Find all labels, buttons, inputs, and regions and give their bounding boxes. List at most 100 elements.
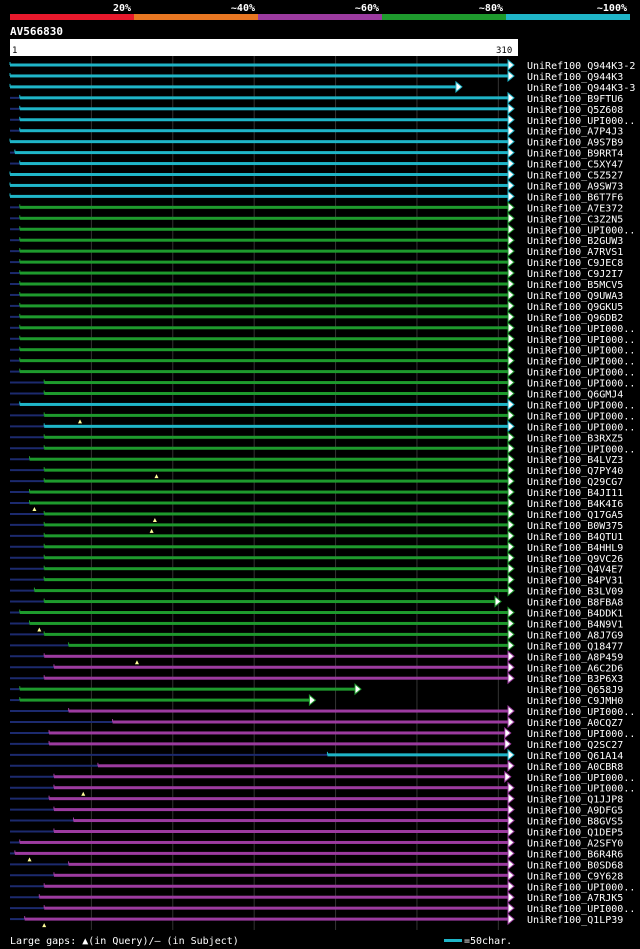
hit-bar xyxy=(68,709,510,713)
hit-label: UniRef100_Q944K3-2 xyxy=(527,61,635,72)
hit-label: UniRef100_B6R4R6 xyxy=(527,849,623,860)
hit-label: UniRef100_Q1DEP5 xyxy=(527,828,623,839)
hit-row: UniRef100_B4K4I6 xyxy=(10,496,623,511)
hit-bar xyxy=(44,512,509,516)
hit-arrow xyxy=(504,726,512,740)
hit-bar xyxy=(19,370,509,374)
hit-row: UniRef100_Q17GA5 xyxy=(10,507,623,522)
hit-bar xyxy=(53,775,506,779)
hit-arrow xyxy=(507,880,515,893)
hit-bar xyxy=(44,523,509,527)
hit-label: UniRef100_A7E372 xyxy=(527,203,623,214)
hit-row: UniRef100_UPI000.. xyxy=(10,902,635,915)
hit-arrow xyxy=(507,650,515,663)
hit-row: UniRef100_A7RVS1 xyxy=(10,245,623,258)
legend-tick-label: ~100% xyxy=(597,3,627,14)
hit-arrow xyxy=(507,91,515,104)
query-name: AV566830 xyxy=(10,25,63,38)
hit-label: UniRef100_B0SD68 xyxy=(527,860,623,871)
hit-bar xyxy=(10,63,509,67)
query-gap-marker xyxy=(154,474,159,479)
query-gap-marker xyxy=(77,419,82,424)
hit-label: UniRef100_Q4V4E7 xyxy=(527,565,623,576)
hit-row: UniRef100_B2GUW3 xyxy=(10,234,623,247)
hit-bar xyxy=(19,359,509,363)
hit-bar xyxy=(19,293,509,297)
hit-bar xyxy=(10,85,457,89)
hit-bar xyxy=(112,720,509,724)
hit-arrow xyxy=(507,409,515,422)
hit-bar xyxy=(44,906,509,910)
hit-bar xyxy=(97,764,509,768)
hit-label: UniRef100_UPI000.. xyxy=(527,707,635,718)
hit-arrow xyxy=(507,814,515,827)
hit-label: UniRef100_B3P6X3 xyxy=(527,674,623,685)
hit-arrow xyxy=(507,442,515,455)
hit-bar xyxy=(10,194,509,198)
hit-label: UniRef100_Q9VC26 xyxy=(527,554,623,565)
hit-row: UniRef100_B3LV09 xyxy=(10,584,623,598)
hit-row: UniRef100_C5Z527 xyxy=(9,168,623,182)
hit-arrow xyxy=(507,58,515,72)
hit-bar xyxy=(44,654,509,658)
hit-label: UniRef100_A9S7B9 xyxy=(527,138,623,149)
hit-row: UniRef100_UPI000.. xyxy=(10,365,635,379)
hit-row: UniRef100_UPI000.. xyxy=(10,376,635,390)
hit-bar xyxy=(44,578,509,582)
hit-arrow xyxy=(507,540,515,553)
hit-row: UniRef100_A6C2D6 xyxy=(10,661,623,674)
hit-bar xyxy=(19,129,509,133)
hit-row: UniRef100_B5MCV5 xyxy=(10,277,623,291)
hit-row: UniRef100_A0CQZ7 xyxy=(10,715,623,729)
hit-row: UniRef100_UPI000.. xyxy=(10,113,635,127)
hit-label: UniRef100_A6C2D6 xyxy=(527,663,623,674)
hit-row: UniRef100_A9DFG5 xyxy=(10,803,623,817)
hit-bar xyxy=(10,173,509,176)
hit-arrow xyxy=(507,759,515,772)
hit-row: UniRef100_Q9UWA3 xyxy=(10,288,623,302)
hit-arrow xyxy=(507,639,515,652)
hit-row: UniRef100_Q9VC26 xyxy=(10,551,623,565)
query-bar xyxy=(10,39,518,44)
legend-band-cyan xyxy=(506,14,630,20)
hit-row: UniRef100_UPI000.. xyxy=(10,770,635,784)
hit-arrow xyxy=(507,321,515,334)
hit-bar xyxy=(19,326,509,330)
hit-label: UniRef100_B4N9V1 xyxy=(527,619,623,630)
hit-label: UniRef100_UPI000.. xyxy=(527,904,635,915)
hit-bar xyxy=(19,271,509,275)
hit-row: UniRef100_B0W375 xyxy=(10,518,623,533)
hit-label: UniRef100_B9FTU6 xyxy=(527,94,623,105)
hit-rows: UniRef100_Q944K3-2UniRef100_Q944K3UniRef… xyxy=(9,58,635,928)
hit-arrow xyxy=(507,146,515,159)
hit-arrow xyxy=(507,387,515,400)
hit-label: UniRef100_C9JMH0 xyxy=(527,696,623,707)
hit-row: UniRef100_Q658J9 xyxy=(10,683,623,696)
hit-arrow xyxy=(507,190,515,203)
query-gap-marker xyxy=(27,857,32,862)
footer: Large gaps: ▲(in Query)/– (in Subject) =… xyxy=(10,936,512,947)
hit-label: UniRef100_Q1JJP8 xyxy=(527,795,623,806)
hit-row: UniRef100_Q7PY40 xyxy=(10,464,623,479)
hit-arrow xyxy=(507,464,515,477)
legend-tick-label: ~80% xyxy=(479,3,503,14)
hit-bar xyxy=(53,786,510,790)
hit-label: UniRef100_A2SFY0 xyxy=(527,838,623,849)
hit-row: UniRef100_C9JMH0 xyxy=(10,694,623,707)
hit-bar xyxy=(44,567,509,571)
query-end-label: 310 xyxy=(496,46,512,56)
hit-bar xyxy=(24,917,510,921)
gaps-legend: Large gaps: ▲(in Query)/– (in Subject) xyxy=(10,936,239,947)
hit-bar xyxy=(44,676,509,680)
hit-label: UniRef100_B3RXZ5 xyxy=(527,433,623,444)
hit-label: UniRef100_A7RJK5 xyxy=(527,893,623,904)
legend-band-red xyxy=(10,14,134,20)
hit-arrow xyxy=(507,606,515,619)
hit-label: UniRef100_C5Z527 xyxy=(527,171,623,182)
hit-bar xyxy=(19,238,509,242)
hit-label: UniRef100_UPI000.. xyxy=(527,729,635,740)
query-gap-marker xyxy=(149,528,154,533)
hit-row: UniRef100_C9JEC8 xyxy=(10,256,623,269)
hit-arrow xyxy=(504,770,512,783)
hit-label: UniRef100_B9RRT4 xyxy=(527,149,623,160)
